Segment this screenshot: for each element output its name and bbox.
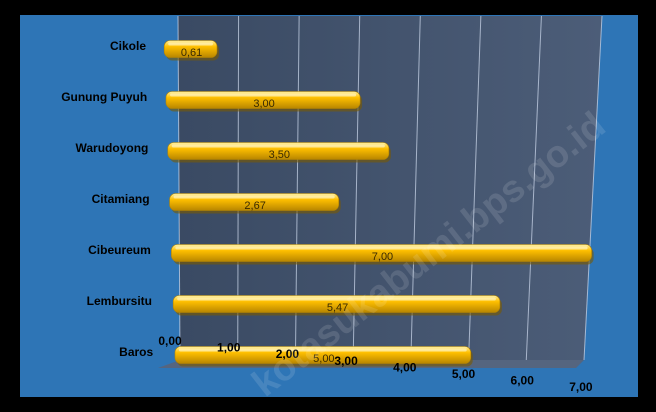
gridline [525, 15, 542, 361]
x-tick-label: 6,00 [511, 374, 535, 388]
gridline [583, 15, 603, 361]
category-label: Citamiang [92, 192, 150, 206]
bar-highlight [175, 246, 588, 250]
data-label: 3,00 [253, 98, 274, 110]
category-axis: Cikole Gunung Puyuh Warudoyong Citamiang Cib… [61, 39, 153, 359]
x-tick-label: 1,00 [217, 341, 241, 355]
category-label: Lembursitu [87, 294, 152, 308]
bar-highlight [168, 42, 213, 46]
data-label: 5,47 [327, 302, 348, 314]
x-tick-label: 2,00 [276, 347, 300, 361]
category-label: Gunung Puyuh [61, 90, 147, 104]
x-tick-label: 7,00 [569, 380, 593, 394]
x-tick-label: 5,00 [452, 367, 476, 381]
bar-highlight [177, 297, 496, 301]
bar-highlight [173, 195, 335, 199]
category-label: Warudoyong [76, 141, 149, 155]
data-label: 3,50 [269, 149, 290, 161]
data-label: 5,00 [313, 353, 334, 365]
data-label: 0,61 [181, 47, 202, 59]
category-label: Cikole [110, 39, 146, 53]
bar-highlight [178, 348, 467, 352]
data-label: 7,00 [372, 251, 393, 263]
data-label: 2,67 [244, 200, 265, 212]
bar-highlight [169, 93, 357, 97]
bars [163, 40, 594, 367]
x-tick-label: 3,00 [334, 354, 358, 368]
x-tick-label: 0,00 [158, 334, 182, 348]
x-tick-label: 4,00 [393, 360, 417, 374]
data-labels: 0,61 3,00 3,50 2,67 7,00 5,47 5,00 [181, 47, 393, 365]
bar-highlight [171, 144, 385, 148]
category-label: Baros [119, 345, 153, 359]
category-label: Cibeureum [88, 243, 151, 257]
value-axis: 0,00 1,00 2,00 3,00 4,00 5,00 6,00 7,00 [158, 334, 593, 394]
